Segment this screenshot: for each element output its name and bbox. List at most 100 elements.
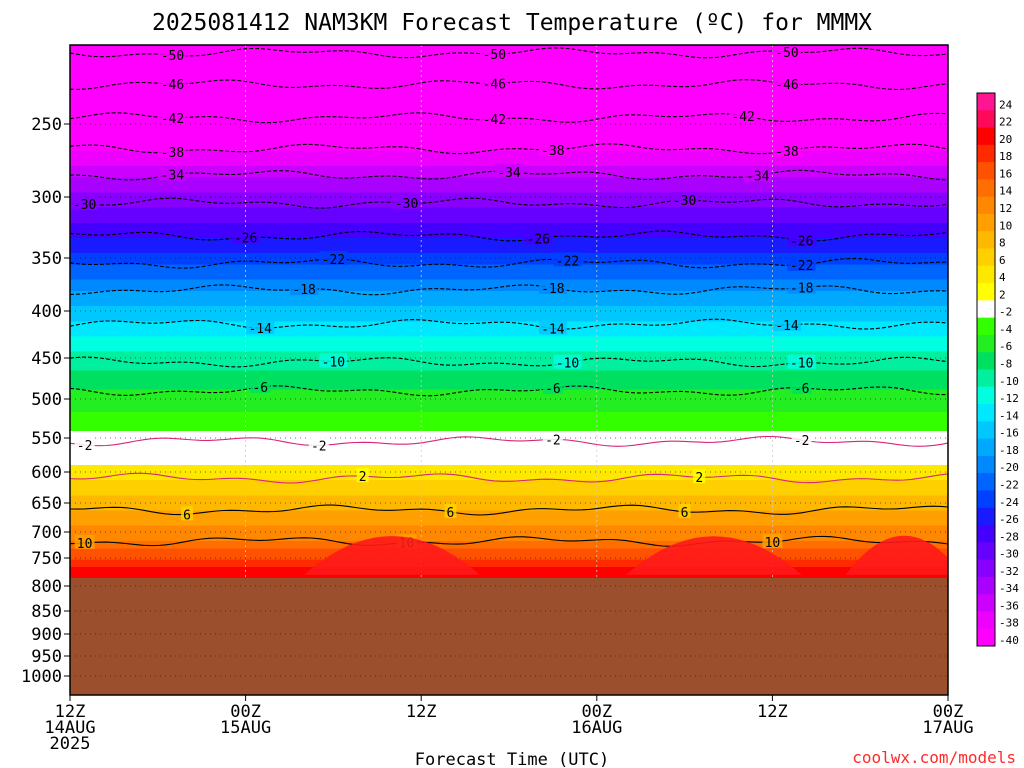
contour-label: -38: [775, 145, 798, 160]
colorbar-swatch: [977, 213, 995, 232]
contour-lines: -50 -50 -50 -46 -46 -46 -42 -42 -42 -38 -38 -38 -34 -…: [70, 45, 948, 552]
x-tick-label: 00Z: [581, 702, 612, 722]
contour-label-bg: [524, 230, 553, 245]
colorbar-swatch: [977, 404, 995, 422]
y-tick-label: 600: [31, 463, 62, 483]
contour-label: -26: [234, 231, 257, 246]
contour-label-bg: [542, 431, 563, 446]
colorbar-swatch: [977, 317, 995, 336]
contour-label-bg: [480, 75, 509, 90]
colorbar-label: 8: [999, 237, 1006, 250]
contour-label: -34: [161, 168, 185, 183]
contour-label-bg: [538, 320, 567, 335]
contour-label-bg: [791, 432, 812, 447]
colorbar-swatch: [977, 110, 995, 129]
colorbar-label: 20: [999, 133, 1012, 146]
contour-label: -50: [161, 49, 184, 64]
colorbar-label: 22: [999, 116, 1012, 129]
colorbar-label: -14: [999, 409, 1019, 422]
contour-label: -22: [790, 259, 813, 274]
colorbar-label: 18: [999, 150, 1012, 163]
contour-label: -10: [790, 357, 813, 372]
warm-pocket: [304, 536, 480, 575]
colorbar-swatch: [977, 369, 995, 388]
colorbar-swatch: [977, 144, 995, 163]
colorbar-label: 10: [999, 219, 1012, 232]
y-tick-label: 650: [31, 494, 62, 514]
x-tick-label: 14AUG: [44, 718, 95, 738]
colorbar-label: -38: [999, 617, 1019, 630]
colorbar-label: 12: [999, 202, 1012, 215]
contour-line: [70, 504, 948, 516]
y-tick-label: 450: [31, 349, 62, 369]
contour-label-bg: [787, 256, 816, 271]
contour-label: 10: [765, 536, 781, 551]
colorbar-swatch: [977, 196, 995, 215]
contour-label-bg: [74, 534, 95, 549]
colorbar-label: -32: [999, 565, 1019, 578]
contour-label: -30: [395, 197, 418, 212]
colorbar-label: -36: [999, 599, 1019, 612]
contour-label: -30: [673, 194, 696, 209]
contour-label-bg: [773, 75, 802, 90]
colorbar-label: 16: [999, 167, 1012, 180]
contour-label: -2: [545, 434, 561, 449]
y-tick-label: 550: [31, 429, 62, 449]
contour-label: -6: [252, 381, 268, 396]
y-tick-label: 400: [31, 302, 62, 322]
contour-label: -26: [790, 234, 813, 249]
contour-label-bg: [538, 280, 567, 295]
contour-label-bg: [231, 229, 260, 244]
contour-label: -34: [497, 166, 521, 181]
colorbar-swatch: [977, 473, 995, 491]
colorbar-label: -2: [999, 306, 1012, 319]
colorbar-swatch: [977, 455, 995, 474]
y-tick-label: 350: [31, 249, 62, 269]
colorbar-label: 4: [999, 271, 1006, 284]
y-tick-label: 250: [31, 115, 62, 135]
colorbar-swatch: [977, 594, 995, 612]
contour-label-bg: [791, 379, 812, 394]
y-tick-label: 800: [31, 577, 62, 597]
colorbar-label: -6: [999, 340, 1012, 353]
contour-label: -2: [311, 439, 327, 454]
contour-line: [70, 197, 948, 209]
plot-frame: [69, 44, 949, 696]
contour-label-bg: [678, 503, 691, 518]
colorbar-label: -40: [999, 634, 1019, 647]
colorbar-swatch: [977, 576, 995, 595]
x-tick-label: 12Z: [406, 702, 437, 722]
contour-label-bg: [729, 107, 758, 122]
contour-label-bg: [480, 111, 509, 126]
y-tick-label: 850: [31, 602, 62, 622]
contour-label-bg: [553, 252, 582, 267]
colorbar-swatch: [977, 162, 995, 180]
colorbar-label: 2: [999, 288, 1006, 301]
contour-label: -42: [731, 110, 754, 125]
contour-label: 2: [359, 470, 367, 485]
contour-label-bg: [480, 46, 509, 61]
contour-label: -10: [556, 357, 579, 372]
contour-label: -30: [73, 198, 96, 213]
contour-label-bg: [787, 279, 816, 294]
contour-label: -2: [77, 439, 93, 454]
contour-label: -22: [322, 253, 345, 268]
colorbar: 24 22 20 18 16 14 12 10 8 6 4 2 -2 -4 -6 -8 -10 -12 -14 -16…: [976, 92, 1019, 647]
colorbar-label: -30: [999, 548, 1019, 561]
contour-label-bg: [70, 196, 99, 211]
contour-label: -2: [794, 434, 810, 449]
y-tick-label: 700: [31, 523, 62, 543]
colorbar-swatch: [977, 542, 995, 561]
x-tick-label: 12Z: [757, 702, 788, 722]
colorbar-swatch: [977, 421, 995, 440]
contour-label: -42: [483, 113, 506, 128]
colorbar-swatch: [977, 179, 995, 198]
contour-label: -6: [545, 382, 561, 397]
y-tick-label: 750: [31, 549, 62, 569]
contour-label-bg: [158, 109, 187, 124]
contour-label-bg: [542, 380, 563, 395]
colorbar-swatch: [977, 438, 995, 457]
pressure-axis: 250 300 350 400 450 500 550 600 650 700 750 800 850 9…: [21, 115, 70, 687]
x-tick-label: 00Z: [933, 702, 964, 722]
